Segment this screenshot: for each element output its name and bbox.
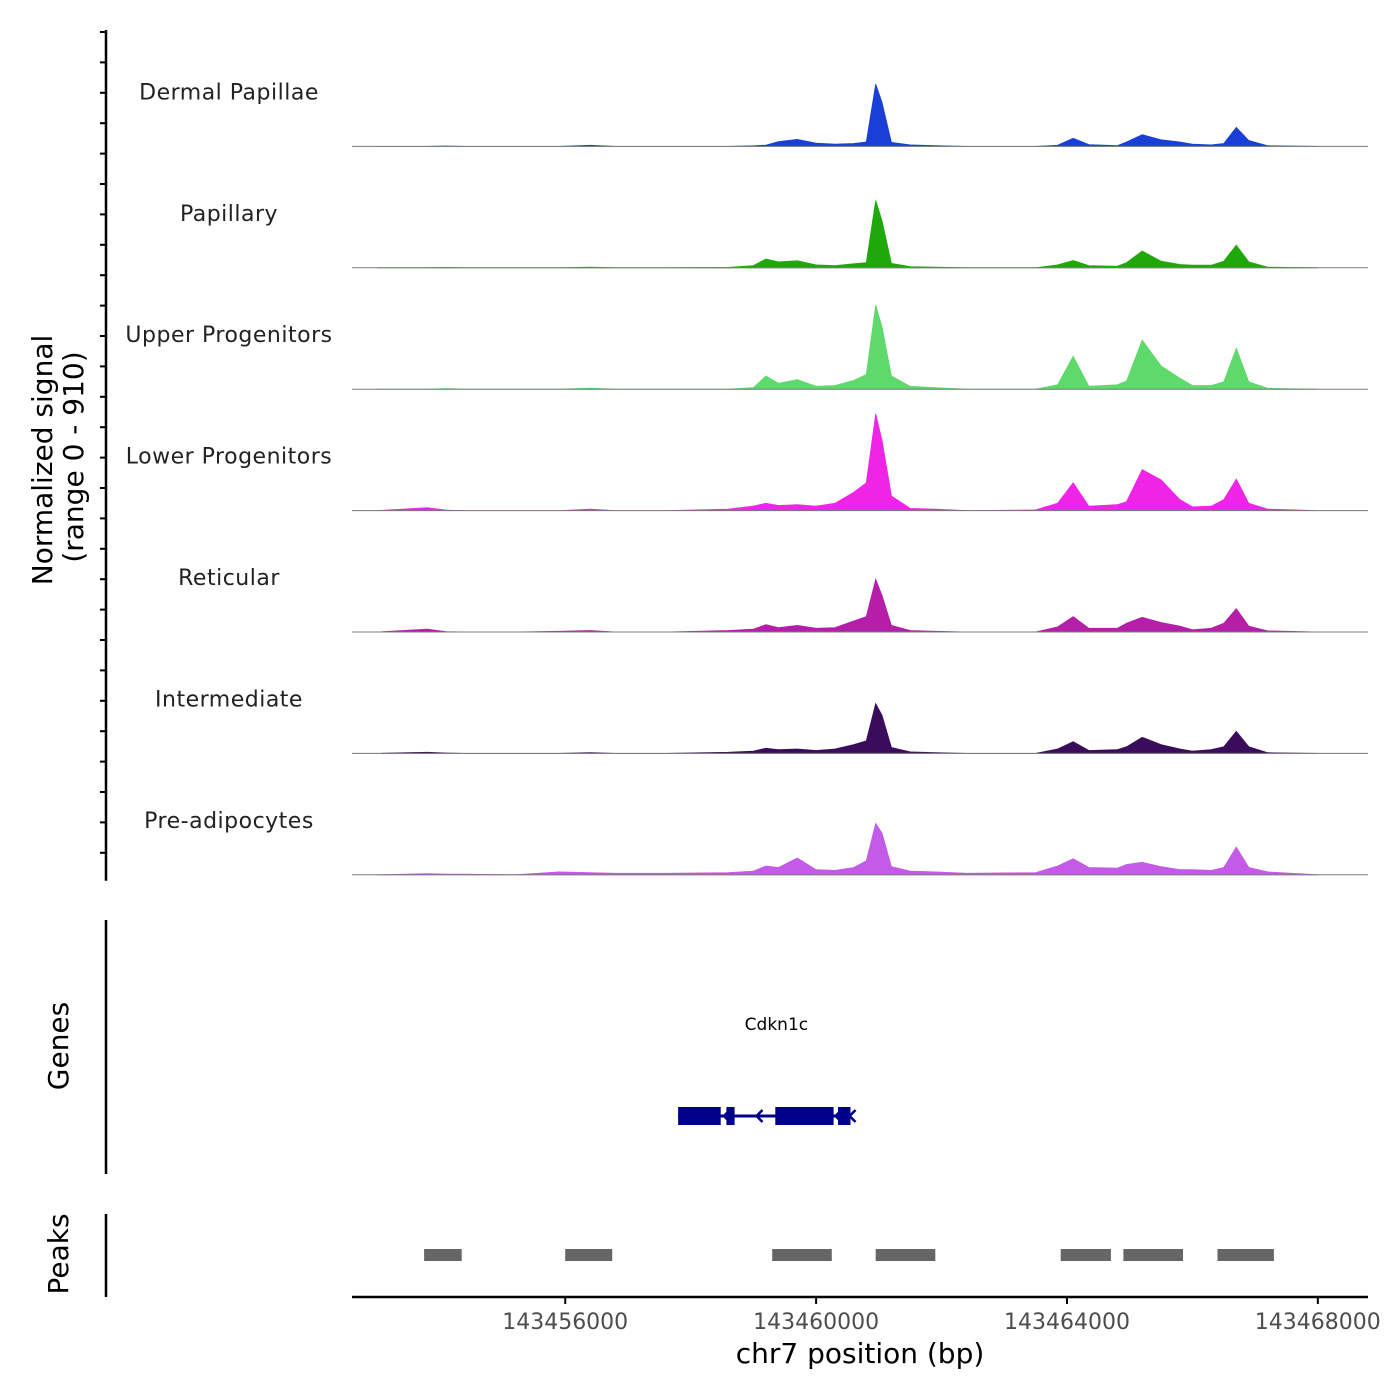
x-tick-label: 143468000 — [1255, 1310, 1381, 1335]
coverage-track-intermediate — [377, 702, 1318, 754]
strand-arrow — [754, 1109, 764, 1123]
track-label: Pre-adipocytes — [144, 809, 314, 834]
peaks-ylabel: Peaks — [42, 1213, 75, 1294]
track-label: Dermal Papillae — [139, 80, 319, 105]
track-label: Intermediate — [155, 687, 303, 712]
track-label: Reticular — [178, 566, 280, 591]
coverage-ylabel-line1: Normalized signal — [26, 335, 59, 586]
strand-arrow — [847, 1109, 857, 1123]
x-tick-label: 143460000 — [753, 1310, 879, 1335]
coverage-track-upper-progenitors — [377, 304, 1318, 390]
gene-exon — [775, 1107, 834, 1125]
track-label: Upper Progenitors — [125, 323, 332, 348]
x-tick-label: 143456000 — [502, 1310, 628, 1335]
gene-exon — [726, 1107, 735, 1125]
gene-exon — [678, 1107, 721, 1125]
x-tick-label: 143464000 — [1004, 1310, 1130, 1335]
peak-region — [1123, 1249, 1183, 1261]
coverage-track-papillary — [377, 200, 1318, 269]
coverage-track-reticular — [377, 577, 1318, 633]
coverage-track-dermal-papillae — [377, 83, 1318, 147]
peak-region — [424, 1249, 462, 1261]
peak-region — [772, 1249, 832, 1261]
strand-arrow — [678, 1109, 688, 1123]
peak-region — [875, 1249, 936, 1261]
coverage-ylabel-line2: (range 0 - 910) — [57, 351, 90, 562]
gene-label: Cdkn1c — [745, 1015, 808, 1035]
x-axis-title: chr7 position (bp) — [736, 1337, 985, 1370]
coverage-track-lower-progenitors — [377, 413, 1318, 512]
strand-arrow — [722, 1109, 731, 1123]
track-label: Papillary — [180, 202, 278, 227]
coverage-track-pre-adipocytes — [377, 822, 1318, 876]
genes-ylabel: Genes — [42, 1002, 75, 1090]
peak-region — [565, 1249, 613, 1261]
peak-region — [1217, 1249, 1274, 1261]
peak-region — [1060, 1249, 1111, 1261]
track-label: Lower Progenitors — [126, 445, 332, 470]
strand-arrow — [833, 1109, 843, 1123]
